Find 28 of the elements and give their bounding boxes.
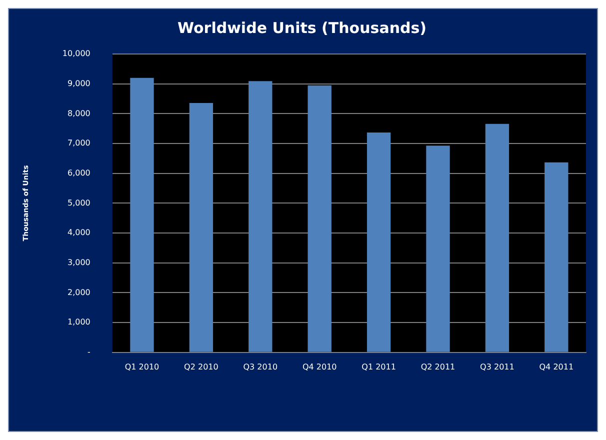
y-tick-label: 6,000 <box>67 168 90 178</box>
y-tick-label: 4,000 <box>67 228 90 238</box>
x-tick-label: Q3 2010 <box>243 362 278 372</box>
bar <box>308 85 332 352</box>
y-tick-label: 7,000 <box>67 138 90 148</box>
bar <box>248 81 272 352</box>
y-tick-label: 8,000 <box>67 108 90 118</box>
x-tick-label: Q4 2010 <box>302 362 337 372</box>
bar <box>189 102 214 352</box>
y-tick-label: 10,000 <box>62 49 90 58</box>
y-tick-label: - <box>88 347 90 356</box>
y-tick-label: 5,000 <box>67 198 90 208</box>
bar <box>426 146 450 352</box>
y-tick-label: 1,000 <box>67 318 90 327</box>
x-tick-label: Q2 2011 <box>420 362 456 372</box>
y-tick-label: 3,000 <box>67 258 90 267</box>
bar <box>366 132 391 352</box>
x-tick-label: Q4 2011 <box>539 362 574 372</box>
chart-title: Worldwide Units (Thousands) <box>177 18 427 37</box>
x-tick-label: Q1 2010 <box>124 362 160 372</box>
bar <box>130 78 154 352</box>
x-tick-label: Q1 2011 <box>362 362 396 372</box>
bar <box>485 124 510 352</box>
x-tick-label: Q2 2010 <box>184 362 218 372</box>
y-tick-label: 2,000 <box>67 288 90 297</box>
bar <box>544 162 568 352</box>
y-tick-label: 9,000 <box>67 78 90 88</box>
x-tick-label: Q3 2011 <box>480 362 514 372</box>
